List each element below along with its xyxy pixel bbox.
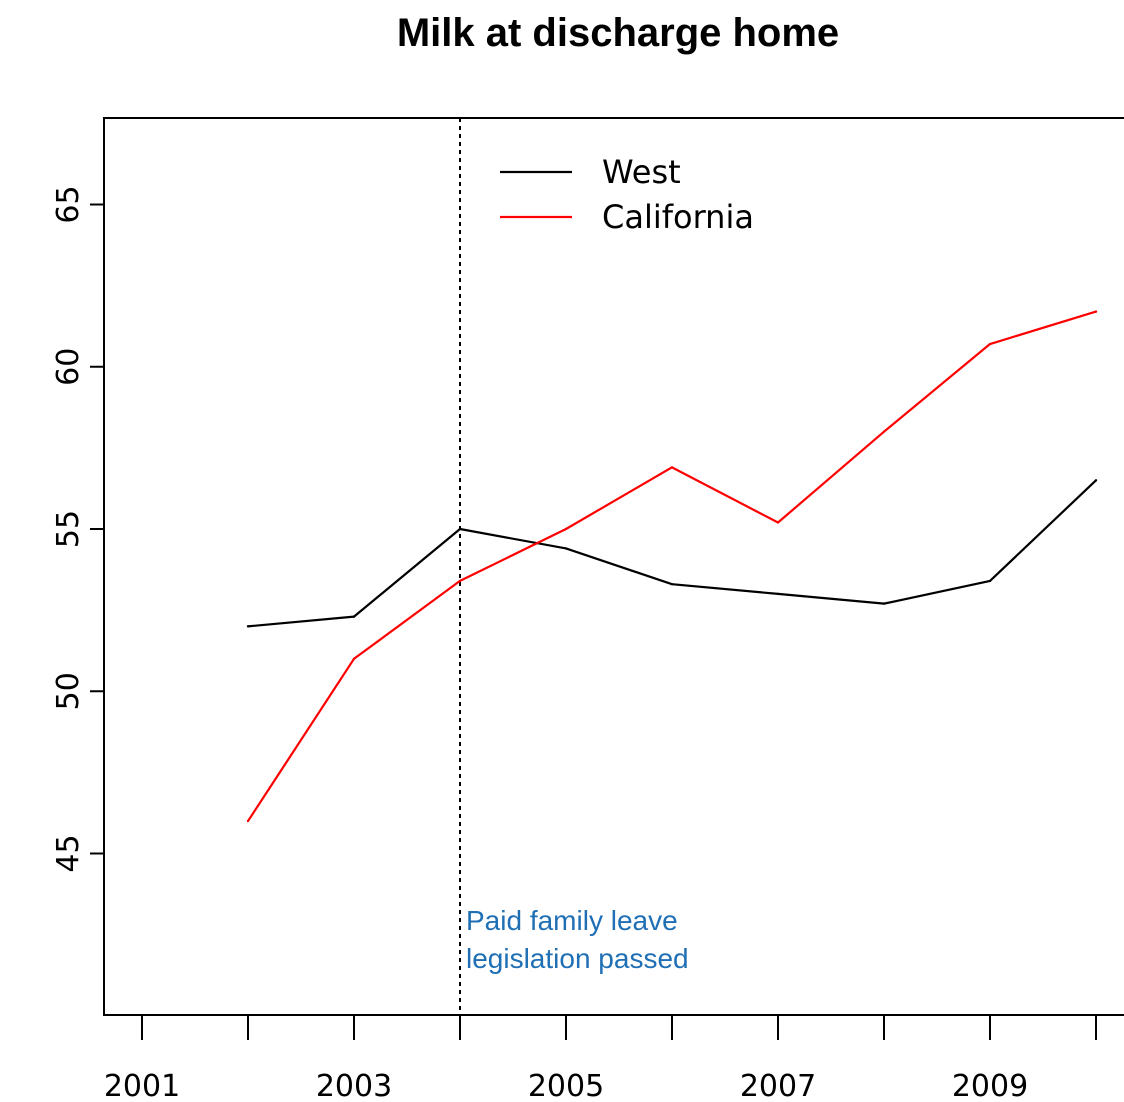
- x-tick-label: 2001: [104, 1069, 180, 1102]
- y-tick-label: 45: [51, 834, 86, 872]
- annotation-text: Paid family leave: [466, 905, 678, 936]
- data-point-west: [246, 625, 250, 628]
- x-tick-label: 2007: [740, 1069, 816, 1102]
- plot-area: 45 50 55 60 65 2001 2003 2005 2007 2009 Paid famil…: [51, 117, 1124, 1102]
- y-tick-label: 60: [51, 348, 86, 386]
- x-tick-label: 2003: [316, 1069, 392, 1102]
- data-point-west: [564, 547, 568, 550]
- plot-frame: [103, 117, 1124, 1016]
- data-point-west: [988, 579, 992, 583]
- y-tick-label: 55: [51, 510, 86, 548]
- data-point-west: [458, 527, 462, 531]
- annotation-text: legislation passed: [466, 943, 689, 974]
- data-point-west: [1094, 479, 1098, 482]
- data-point-west: [670, 582, 674, 586]
- data-point-west: [776, 592, 780, 596]
- data-point-california: [988, 342, 992, 346]
- data-point-west: [882, 602, 886, 605]
- data-point-california: [246, 819, 250, 823]
- data-point-california: [1094, 310, 1098, 313]
- y-tick-label: 50: [51, 672, 86, 710]
- data-point-west: [352, 615, 356, 618]
- data-point-california: [882, 430, 886, 433]
- series-line-west: [247, 479, 1097, 628]
- data-point-california: [670, 466, 674, 469]
- x-tick-label: 2009: [952, 1069, 1028, 1102]
- legend-label-west: West: [602, 153, 681, 191]
- data-point-california: [564, 527, 568, 531]
- x-tick-label: 2005: [528, 1069, 604, 1102]
- data-point-california: [352, 657, 356, 660]
- data-point-california: [776, 521, 780, 524]
- y-tick-label: 65: [51, 185, 86, 223]
- chart-title: Milk at discharge home: [397, 11, 839, 55]
- series-line-california: [247, 310, 1097, 822]
- data-point-california: [458, 579, 462, 583]
- legend-label-california: California: [602, 198, 754, 236]
